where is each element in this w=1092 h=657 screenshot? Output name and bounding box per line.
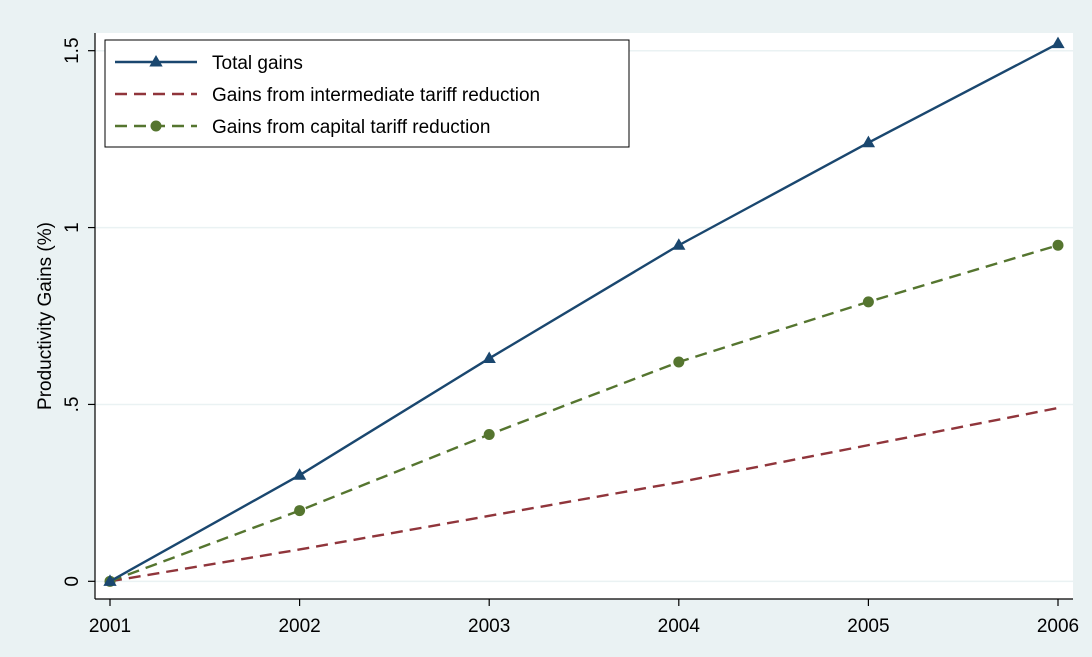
x-tick-label: 2006 [1037,616,1079,637]
x-tick-label: 2001 [89,616,131,637]
legend: Total gains Gains from intermediate tarif… [104,39,630,148]
data-point-marker [673,356,685,368]
series-layer [103,36,1065,587]
data-point-marker [292,468,307,480]
data-point-marker [1052,239,1064,251]
x-tick-label: 2004 [658,616,701,637]
data-point-marker [483,429,495,441]
data-point-marker [103,574,117,586]
data-point-marker [149,55,163,67]
data-point-marker [1051,36,1065,49]
data-point-marker [150,120,162,132]
y-axis-title: Productivity Gains (%) [35,222,56,410]
y-tick-label: 1 [62,222,83,233]
series-group [103,36,1065,586]
legend-item: Total gains [115,53,303,74]
legend-label: Gains from intermediate tariff reduction [212,85,540,106]
y-tick-label: .5 [62,397,83,413]
y-tick-label: 1.5 [62,37,83,63]
x-tick-label: 2002 [278,616,320,637]
x-ticks: 2001 2002 2003 2004 2005 2006 [89,599,1079,637]
data-point-marker [672,238,686,250]
legend-label: Gains from capital tariff reduction [212,117,490,138]
legend-label: Total gains [212,53,303,74]
x-tick-label: 2003 [468,616,510,637]
data-point-marker [862,296,874,308]
legend-item: Gains from intermediate tariff reduction [115,85,540,106]
series-line [109,406,1059,583]
series-group [109,406,1059,583]
series-line [109,42,1059,583]
x-tick-label: 2005 [847,616,889,637]
data-point-marker [294,505,306,517]
axes [94,33,1073,600]
y-ticks: 0 .5 1 1.5 [62,37,95,587]
series-line [109,244,1059,583]
legend-item: Gains from capital tariff reduction [115,117,490,138]
y-tick-label: 0 [62,576,83,587]
data-point-marker [861,135,876,148]
data-point-marker [482,351,496,363]
